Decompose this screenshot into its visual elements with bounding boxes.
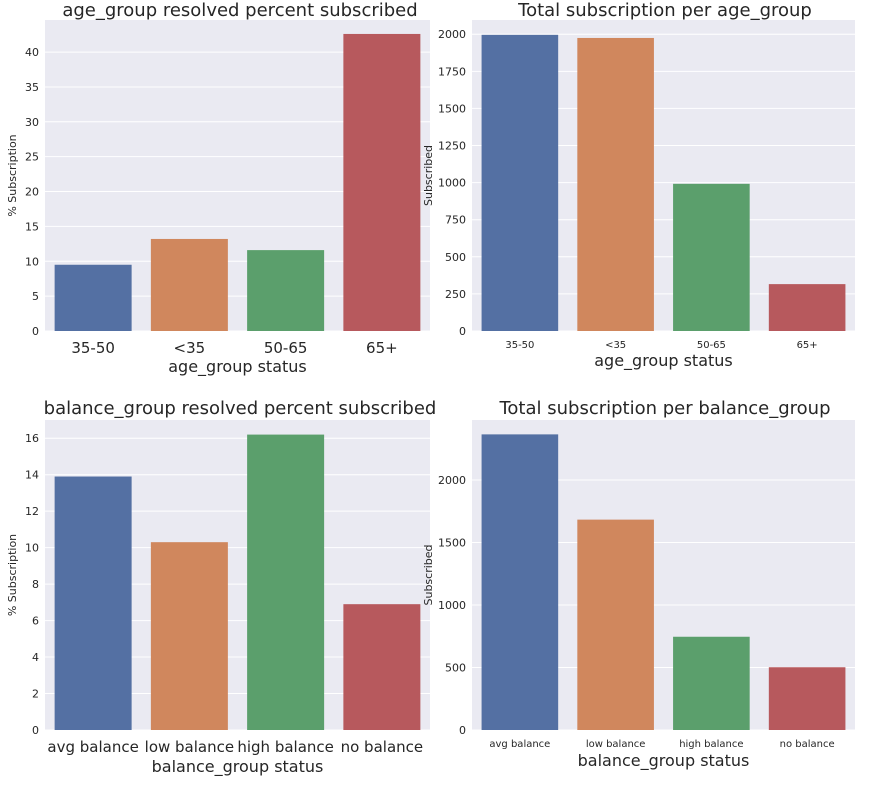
y-tick-label: 10 xyxy=(25,255,39,268)
x-axis-label: balance_group status xyxy=(152,757,324,777)
x-tick-label: 50-65 xyxy=(264,339,308,357)
x-axis-label: balance_group status xyxy=(578,751,750,771)
x-tick-label: 65+ xyxy=(366,339,398,357)
bar xyxy=(768,284,846,331)
bar xyxy=(481,434,559,730)
bar xyxy=(247,434,325,730)
y-tick-label: 12 xyxy=(25,505,39,518)
bar xyxy=(343,604,421,730)
bar xyxy=(150,542,228,730)
bar xyxy=(247,250,325,331)
y-tick-label: 15 xyxy=(25,220,39,233)
chart-panel-2: 0 250 500 750 1000 1250 1500 1750 2000 35-50 <35 50… xyxy=(422,0,855,371)
y-axis-label: Subscribed xyxy=(422,145,435,206)
chart-panel-1: 0 5 10 15 20 25 30 35 40 35-50 <35 50-65 65+ age_grou… xyxy=(6,0,430,377)
y-tick-label: 1500 xyxy=(438,537,466,550)
x-tick-label: 35-50 xyxy=(505,340,534,351)
y-axis-label: Subscribed xyxy=(422,544,435,605)
bar xyxy=(673,183,750,331)
y-tick-label: 2 xyxy=(32,688,39,701)
y-tick-label: 1750 xyxy=(438,65,466,78)
chart-panel-4: 0 500 1000 1500 2000 avg balance low balance hi… xyxy=(422,398,855,771)
x-tick-label: <35 xyxy=(605,340,626,351)
x-tick-label: avg balance xyxy=(47,738,138,756)
y-tick-label: 2000 xyxy=(438,28,466,41)
chart-title: Total subscription per balance_group xyxy=(498,398,830,419)
y-tick-label: 14 xyxy=(25,469,39,482)
x-tick-label: <35 xyxy=(174,339,206,357)
y-tick-label: 500 xyxy=(445,662,466,675)
y-tick-label: 8 xyxy=(32,578,39,591)
bar xyxy=(768,667,846,730)
chart-title: age_group resolved percent subscribed xyxy=(62,0,417,21)
y-tick-label: 1250 xyxy=(438,140,466,153)
y-tick-label: 20 xyxy=(25,186,39,199)
x-tick-label: no balance xyxy=(341,738,424,756)
y-tick-label: 0 xyxy=(459,325,466,338)
y-tick-label: 25 xyxy=(25,151,39,164)
y-tick-label: 1000 xyxy=(438,599,466,612)
y-tick-label: 16 xyxy=(25,432,39,445)
bar xyxy=(54,264,132,331)
chart-panel-3: 0 2 4 6 8 10 12 14 16 avg balance low balance high … xyxy=(6,398,436,777)
bar xyxy=(577,37,654,331)
y-axis-label: % Subscription xyxy=(6,134,19,216)
x-tick-label: no balance xyxy=(780,739,835,750)
y-tick-label: 500 xyxy=(445,251,466,264)
x-axis-label: age_group status xyxy=(168,357,307,377)
y-tick-label: 35 xyxy=(25,81,39,94)
x-tick-label: 35-50 xyxy=(71,339,115,357)
x-axis-label: age_group status xyxy=(594,351,733,371)
x-tick-label: low balance xyxy=(586,739,646,750)
bar xyxy=(673,636,750,730)
bar xyxy=(481,34,559,331)
y-tick-label: 10 xyxy=(25,542,39,555)
x-tick-label: avg balance xyxy=(489,739,550,750)
y-tick-label: 0 xyxy=(459,724,466,737)
y-axis-label: % Subscription xyxy=(6,534,19,616)
x-tick-label: 50-65 xyxy=(697,340,726,351)
y-tick-label: 0 xyxy=(32,325,39,338)
bar xyxy=(343,33,421,331)
chart-title: Total subscription per age_group xyxy=(517,0,812,21)
y-tick-label: 6 xyxy=(32,615,39,628)
bar xyxy=(54,476,132,730)
y-tick-label: 750 xyxy=(445,214,466,227)
chart-title: balance_group resolved percent subscribe… xyxy=(44,398,437,419)
x-tick-label: 65+ xyxy=(797,340,818,351)
y-tick-label: 250 xyxy=(445,288,466,301)
y-tick-label: 40 xyxy=(25,46,39,59)
y-tick-label: 1000 xyxy=(438,177,466,190)
bar xyxy=(150,238,228,331)
y-tick-label: 4 xyxy=(32,651,39,664)
x-tick-label: low balance xyxy=(145,738,234,756)
y-tick-label: 5 xyxy=(32,290,39,303)
y-tick-label: 0 xyxy=(32,724,39,737)
bar xyxy=(577,519,654,730)
y-tick-label: 30 xyxy=(25,116,39,129)
y-tick-label: 1500 xyxy=(438,102,466,115)
y-tick-label: 2000 xyxy=(438,474,466,487)
x-tick-label: high balance xyxy=(679,739,743,750)
x-tick-label: high balance xyxy=(237,738,334,756)
